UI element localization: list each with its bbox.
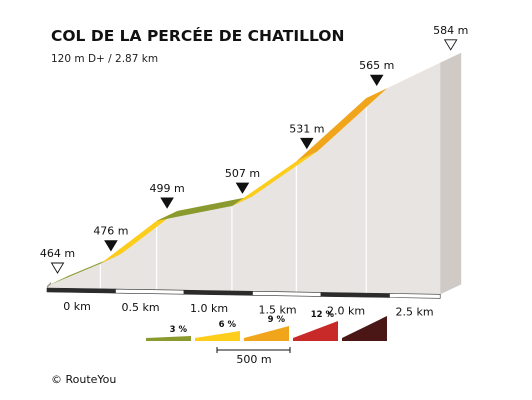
x-tick-label: 1.5 km (258, 303, 296, 316)
km-band (389, 293, 441, 299)
legend-label: 3 % (170, 325, 188, 335)
km-band (320, 292, 390, 298)
chart-subtitle: 120 m D+ / 2.87 km (51, 53, 158, 65)
elevation-marker (369, 74, 384, 87)
elevation-marker (104, 240, 118, 252)
elevation-label: 507 m (225, 167, 260, 180)
elevation-label: 499 m (149, 182, 184, 195)
x-tick-label: 2.0 km (327, 304, 365, 317)
profile-segment-1 (47, 253, 122, 286)
legend-swatch (195, 331, 240, 341)
chart-title: COL DE LA PERCÉE DE CHATILLON (51, 26, 344, 45)
gradient-legend: 3 % 6 % 9 % 12 % 500 m (146, 310, 387, 366)
km-band (183, 289, 253, 296)
x-tick-label: 0.5 km (121, 301, 159, 314)
profile-start-cap (47, 282, 51, 288)
scale-label: 500 m (236, 353, 271, 366)
legend-label: 12 % (311, 310, 335, 320)
legend-label: 9 % (268, 315, 286, 325)
legend-swatch (293, 321, 338, 341)
elevation-marker (160, 197, 174, 209)
legend-label: 6 % (219, 320, 237, 330)
elevation-marker (443, 39, 458, 51)
profile-segment-4 (231, 151, 318, 207)
x-tick-label: 2.5 km (395, 306, 433, 319)
legend-swatch (342, 316, 387, 341)
elevation-label: 584 m (433, 24, 468, 37)
elevation-label: 531 m (289, 122, 324, 135)
profile-group: 0 km 0.5 km 1.0 km 1.5 km 2.0 km 2.5 km 464 m 4… (40, 24, 468, 319)
profile-segment-5 (296, 88, 388, 162)
x-tick-label: 0 km (63, 300, 91, 313)
legend-swatch (146, 336, 191, 341)
profile-segment-2 (100, 210, 178, 264)
elevation-marker (50, 262, 65, 274)
profile-segment-3 (156, 196, 253, 221)
profile-end-cap (440, 52, 462, 295)
elevation-label: 565 m (359, 59, 394, 72)
elevation-label: 464 m (40, 247, 75, 260)
legend-swatch (244, 326, 289, 341)
x-tick-label: 1.0 km (190, 302, 228, 315)
km-band (46, 287, 116, 294)
elevation-marker (300, 137, 314, 150)
elevation-marker (235, 182, 250, 194)
copyright-text: © RouteYou (51, 373, 116, 386)
elevation-label: 476 m (93, 225, 128, 238)
km-band (115, 288, 185, 295)
profile-segment-6 (366, 52, 462, 99)
km-band (252, 290, 322, 297)
